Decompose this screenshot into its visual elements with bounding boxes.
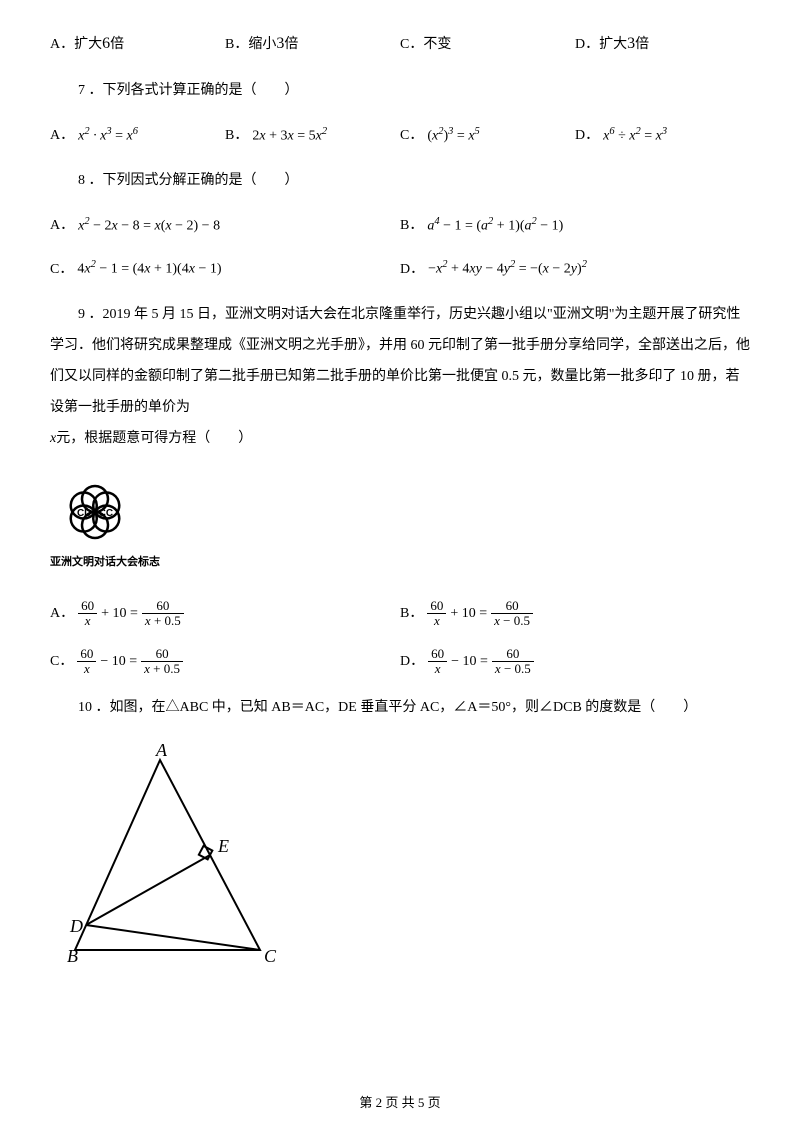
q7-a-label: A． [50,123,74,148]
q6-b-num: 3 [276,30,284,59]
q8-d-math: −x2 + 4xy − 4y2 = −(x − 2y)2 [428,256,587,282]
q8-a-label: A． [50,213,74,238]
q6-option-b: B．缩小3倍 [225,30,400,59]
q7-options-row: A． x2 · x3 = x6 B． 2x + 3x = 5x2 C． (x2)… [50,123,750,149]
q9-a-frac2: 60x + 0.5 [142,599,184,629]
q10-text: 10 ．如图，在△ABC 中，已知 AB＝AC，DE 垂直平分 AC，∠A＝50… [50,694,750,722]
svg-text:CDACC: CDACC [77,508,113,519]
q8-a-math: x2 − 2x − 8 = x(x − 2) − 8 [78,213,220,239]
q6-a-num: 6 [102,30,110,59]
page-footer: 第 2 页 共 5 页 [0,1091,800,1114]
q8-option-d: D． −x2 + 4xy − 4y2 = −(x − 2y)2 [400,256,750,282]
q9-d-frac1: 60x [428,647,447,677]
q9-c-frac2: 60x + 0.5 [141,647,183,677]
q9-c-frac1: 60x [77,647,96,677]
svg-text:D: D [69,916,83,936]
q9-option-b: B． 60x + 10 = 60x − 0.5 [400,599,750,629]
q7-c-math: (x2)3 = x5 [427,123,479,149]
q6-c: C．不变 [400,32,451,57]
q8-c-math: 4x2 − 1 = (4x + 1)(4x − 1) [77,256,221,282]
q8-c-label: C． [50,257,73,282]
q9-b-frac2: 60x − 0.5 [491,599,533,629]
q7-b-label: B． [225,123,248,148]
q9-c-label: C． [50,649,73,674]
q7-b-math: 2x + 3x = 5x2 [252,123,327,149]
svg-text:B: B [67,946,78,966]
svg-text:A: A [155,740,168,760]
svg-text:C: C [264,946,277,966]
q7-c-label: C． [400,123,423,148]
triangle-figure: A B C D E [50,740,750,979]
q9-b-label: B． [400,601,423,626]
q9-option-d: D． 60x − 10 = 60x − 0.5 [400,647,750,677]
q6-d-num: 3 [627,30,635,59]
q7-a-math: x2 · x3 = x6 [78,123,138,149]
q9-a-mid: + 10 = [101,601,138,626]
q6-option-a: A．扩大6倍 [50,30,225,59]
q8-option-c: C． 4x2 − 1 = (4x + 1)(4x − 1) [50,256,400,282]
q7-option-d: D． x6 ÷ x2 = x3 [575,123,750,149]
q6-b-suf: 倍 [284,32,298,57]
q8-b-math: a4 − 1 = (a2 + 1)(a2 − 1) [427,213,563,239]
q6-a-suf: 倍 [110,32,124,57]
q9-d-frac2: 60x − 0.5 [492,647,534,677]
q9-a-frac1: 60x [78,599,97,629]
q8-option-a: A． x2 − 2x − 8 = x(x − 2) − 8 [50,213,400,239]
q6-options-row: A．扩大6倍 B．缩小3倍 C．不变 D．扩大3倍 [50,30,750,59]
q9-option-a: A． 60x + 10 = 60x + 0.5 [50,599,400,629]
q8-option-b: B． a4 − 1 = (a2 + 1)(a2 − 1) [400,213,750,239]
q9-paragraph: 9 ．2019 年 5 月 15 日，亚洲文明对话大会在北京隆重举行，历史兴趣小… [50,300,750,454]
q9-option-c: C． 60x − 10 = 60x + 0.5 [50,647,400,677]
logo-block: CDACC 亚洲文明对话大会标志 [50,474,750,573]
q8-options-row2: C． 4x2 − 1 = (4x + 1)(4x − 1) D． −x2 + 4… [50,256,750,282]
q7-d-math: x6 ÷ x2 = x3 [603,123,667,149]
q9-b-frac1: 60x [427,599,446,629]
q9-b-mid: + 10 = [450,601,487,626]
q8-d-label: D． [400,257,424,282]
triangle-svg: A B C D E [50,740,280,970]
q7-d-label: D． [575,123,599,148]
q6-b-pre: B．缩小 [225,32,276,57]
logo-caption: 亚洲文明对话大会标志 [50,553,750,573]
q8-text: 8 ．下列因式分解正确的是（ ） [50,167,750,195]
q7-option-c: C． (x2)3 = x5 [400,123,575,149]
q8-b-label: B． [400,213,423,238]
q6-option-d: D．扩大3倍 [575,30,750,59]
q9-a-label: A． [50,601,74,626]
q8-options-row1: A． x2 − 2x − 8 = x(x − 2) − 8 B． a4 − 1 … [50,213,750,239]
q9-text2: 元，根据题意可得方程（ ） [56,431,252,446]
q7-option-b: B． 2x + 3x = 5x2 [225,123,400,149]
q6-option-c: C．不变 [400,32,575,57]
q9-text: 9 ．2019 年 5 月 15 日，亚洲文明对话大会在北京隆重举行，历史兴趣小… [50,300,750,423]
q9-c-mid: − 10 = [100,649,137,674]
q9-options-row1: A． 60x + 10 = 60x + 0.5 B． 60x + 10 = 60… [50,599,750,629]
q7-option-a: A． x2 · x3 = x6 [50,123,225,149]
svg-text:E: E [217,836,229,856]
q7-text: 7 ．下列各式计算正确的是（ ） [50,77,750,105]
q6-d-suf: 倍 [635,32,649,57]
q9-options-row2: C． 60x − 10 = 60x + 0.5 D． 60x − 10 = 60… [50,647,750,677]
q9-d-label: D． [400,649,424,674]
q9-d-mid: − 10 = [451,649,488,674]
cdacc-logo-icon: CDACC [50,474,140,550]
q6-d-pre: D．扩大 [575,32,627,57]
q6-a-pre: A．扩大 [50,32,102,57]
